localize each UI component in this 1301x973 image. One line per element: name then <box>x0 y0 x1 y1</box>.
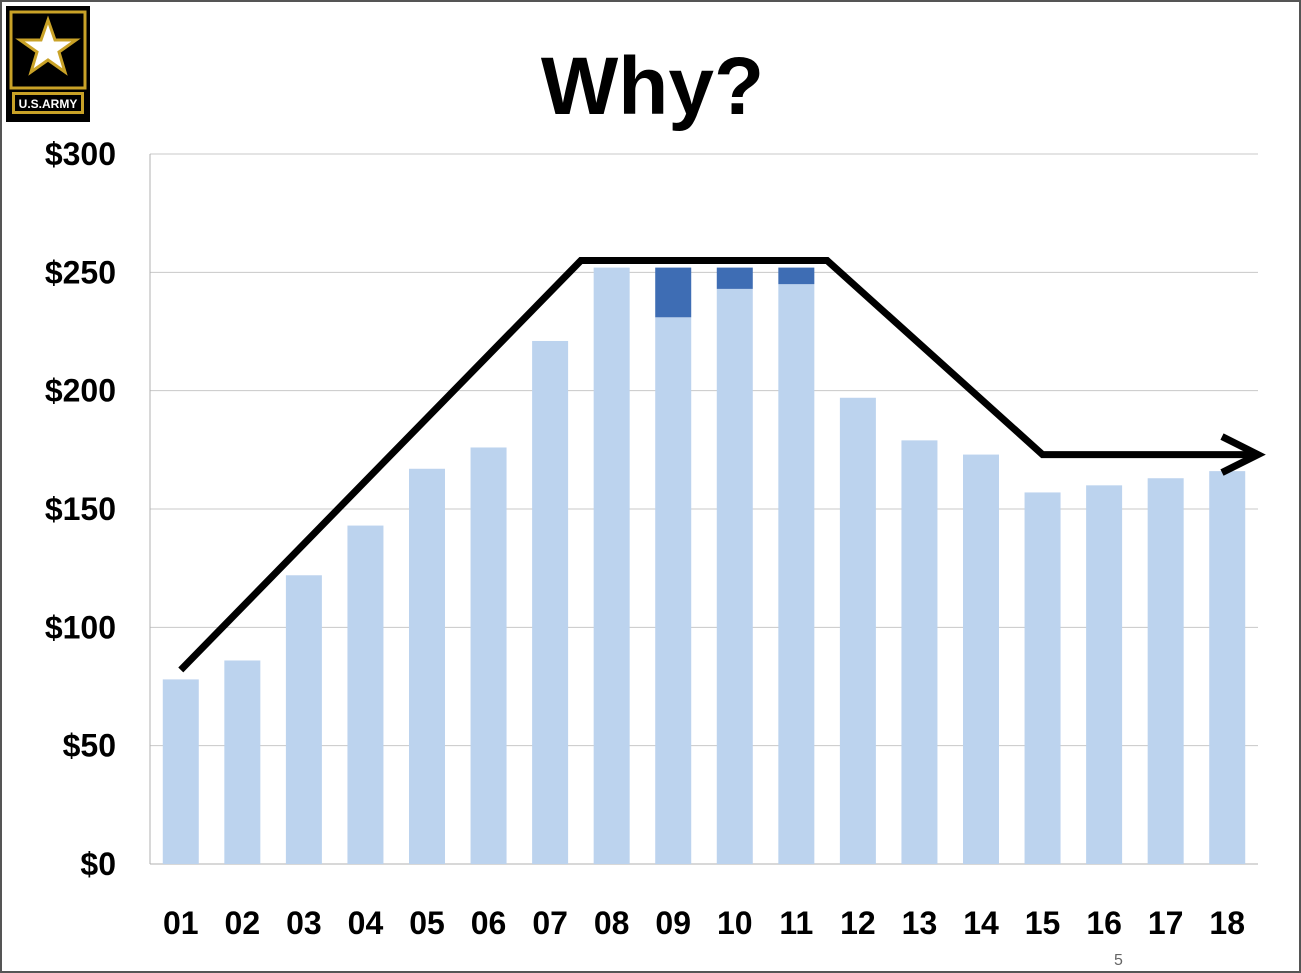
y-tick-label: $250 <box>45 254 116 290</box>
x-tick-label: 05 <box>409 905 445 941</box>
y-tick-label: $0 <box>80 846 116 882</box>
x-tick-label: 15 <box>1025 905 1061 941</box>
bar-16 <box>1086 485 1123 864</box>
x-tick-label: 04 <box>348 905 384 941</box>
bar-05 <box>409 468 445 864</box>
slide-title: Why? <box>540 41 765 132</box>
bar-06 <box>470 447 507 864</box>
y-tick-label: $50 <box>63 728 116 764</box>
bar-10 <box>716 288 753 864</box>
bar-17 <box>1147 478 1184 864</box>
x-tick-label: 10 <box>717 905 753 941</box>
page-number: 5 <box>1114 952 1123 969</box>
bar-13 <box>901 440 938 864</box>
bar-top-segment-10 <box>716 267 753 289</box>
x-tick-label: 16 <box>1086 905 1122 941</box>
x-tick-label: 12 <box>840 905 876 941</box>
x-tick-label: 18 <box>1209 905 1245 941</box>
bar-18 <box>1209 471 1246 864</box>
x-tick-label: 03 <box>286 905 322 941</box>
bar-top-segment-09 <box>655 267 692 318</box>
y-tick-label: $100 <box>45 609 116 645</box>
x-tick-label: 02 <box>225 905 261 941</box>
x-tick-label: 14 <box>963 905 999 941</box>
army-logo: U.S.ARMY <box>6 6 90 122</box>
bar-14 <box>963 454 999 864</box>
y-tick-label: $200 <box>45 373 116 409</box>
x-tick-label: 01 <box>163 905 199 941</box>
x-tick-label: 08 <box>594 905 630 941</box>
bar-04 <box>347 525 384 864</box>
bar-08 <box>593 267 630 865</box>
bar-07 <box>532 340 569 864</box>
y-tick-label: $150 <box>45 491 116 527</box>
bar-12 <box>839 397 876 864</box>
logo-text: U.S.ARMY <box>19 97 78 111</box>
y-tick-label: $300 <box>45 136 116 172</box>
bar-03 <box>285 575 322 864</box>
x-tick-label: 11 <box>779 905 813 941</box>
x-tick-label: 09 <box>655 905 691 941</box>
x-tick-label: 06 <box>471 905 507 941</box>
bar-02 <box>224 660 261 864</box>
bar-top-segment-11 <box>778 267 815 285</box>
bar-11 <box>778 284 815 865</box>
x-tick-label: 17 <box>1148 905 1184 941</box>
bar-01 <box>162 679 199 864</box>
trend-arrowhead <box>1220 433 1266 476</box>
x-tick-label: 13 <box>902 905 938 941</box>
x-tick-label: 07 <box>532 905 568 941</box>
trend-line <box>178 257 1258 673</box>
bar-15 <box>1024 492 1061 864</box>
bar-09 <box>655 317 692 864</box>
star-icon <box>15 15 81 76</box>
